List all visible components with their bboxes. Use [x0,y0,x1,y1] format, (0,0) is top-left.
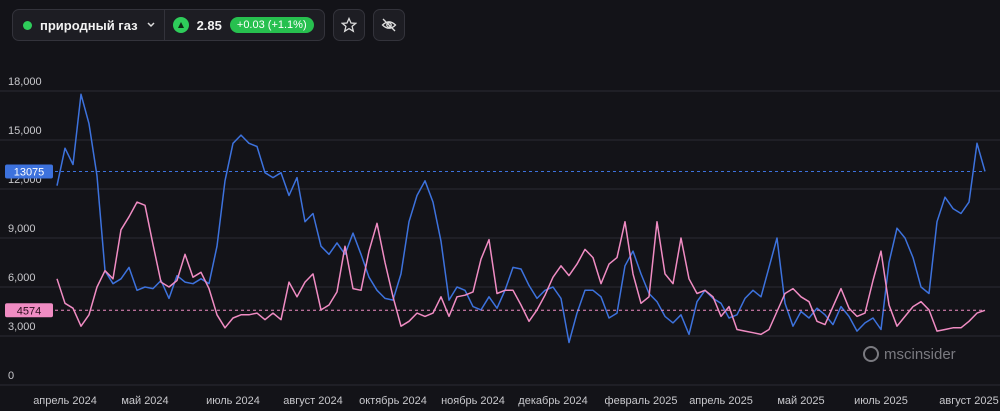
x-tick-label: май 2025 [777,395,824,407]
y-tick-label: 18,000 [8,76,42,88]
series-line [56,201,986,336]
watermark: mscinsider [862,345,956,363]
last-value-tag [5,164,53,179]
change-badge: +0.03 (+1.1%) [229,17,314,33]
last-value-label: 4574 [17,305,41,317]
status-dot [23,20,32,30]
series-line [56,93,986,344]
up-icon [172,17,189,33]
x-tick-label: май 2024 [121,395,168,407]
x-tick-label: апрель 2025 [689,395,753,407]
y-tick-label: 9,000 [8,223,36,235]
x-tick-label: февраль 2025 [605,395,678,407]
x-tick-label: июль 2024 [206,395,260,407]
toolbar: природный газ 2.85 +0.03 (+1.1%) [12,9,405,41]
separator [163,10,165,40]
favorite-button[interactable] [332,9,365,41]
watermark-text: mscinsider [884,345,956,363]
price: 2.85 [196,17,222,33]
chevron [147,22,155,28]
y-tick-label: 6,000 [8,272,36,284]
y-tick-label: 15,000 [8,125,42,137]
x-tick-label: декабрь 2024 [518,395,587,407]
x-tick-label: август 2024 [283,395,342,407]
y-tick-label: 0 [8,370,14,382]
last-value-tag [5,303,53,318]
x-tick-label: июль 2025 [854,395,908,407]
x-tick-label: август 2025 [939,395,998,407]
x-tick-label: ноябрь 2024 [441,395,505,407]
instrument-pill[interactable]: природный газ 2.85 +0.03 (+1.1%) [12,9,325,41]
y-tick-label: 3,000 [8,321,36,333]
hide-button[interactable] [372,9,405,41]
x-tick-label: апрель 2024 [33,395,97,407]
x-tick-label: октябрь 2024 [359,395,427,407]
last-value-label: 13075 [14,166,45,178]
instrument-name: природный газ [40,17,138,33]
